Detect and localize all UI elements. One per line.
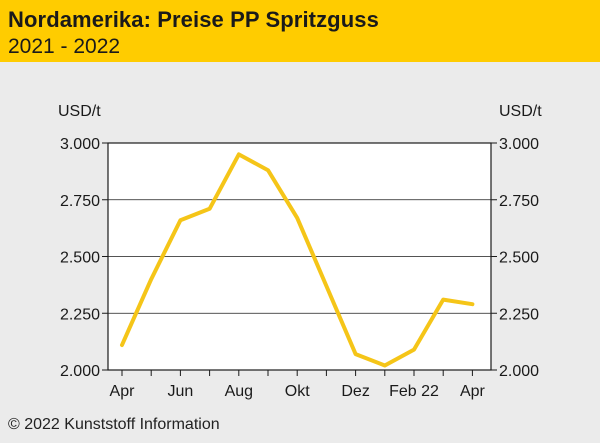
y-tick-label-left: 2.250 — [60, 306, 100, 323]
price-line — [120, 152, 475, 368]
gridlines — [108, 199, 491, 314]
y-tick-label-right: 2.000 — [499, 363, 539, 380]
x-tick-label: Okt — [285, 383, 310, 400]
series-layer — [120, 152, 475, 368]
x-tick-label: Apr — [460, 383, 486, 400]
axis-labels: 2.000 2.000 2.250 2.250 2.500 2.500 2.750 2.750… — [60, 136, 539, 400]
chart-subtitle: 2021 - 2022 — [8, 35, 121, 58]
y-tick-label-left: 2.000 — [60, 363, 100, 380]
y-tick-label-left: 2.500 — [60, 250, 100, 267]
chart-title: Nordamerika: Preise PP Spritzguss — [8, 7, 379, 32]
x-tick-label: Jun — [168, 383, 194, 400]
y-tick-label-right: 3.000 — [499, 136, 539, 153]
x-tick-label: Feb 22 — [389, 383, 439, 400]
y-tick-label-left: 2.750 — [60, 193, 100, 210]
y-tick-label-right: 2.750 — [499, 193, 539, 210]
y-tick-label-right: 2.250 — [499, 306, 539, 323]
axis-ticks — [102, 142, 497, 376]
copyright-footer: © 2022 Kunststoff Information — [8, 416, 220, 433]
x-tick-label: Dez — [341, 383, 369, 400]
x-tick-label: Aug — [225, 383, 253, 400]
chart-header: Nordamerika: Preise PP Spritzguss 2021 -… — [0, 0, 600, 62]
y-tick-label-left: 3.000 — [60, 136, 100, 153]
x-tick-label: Apr — [110, 383, 136, 400]
y-tick-label-right: 2.500 — [499, 250, 539, 267]
y-axis-label-right: USD/t — [499, 103, 542, 120]
y-axis-label-left: USD/t — [58, 103, 101, 120]
